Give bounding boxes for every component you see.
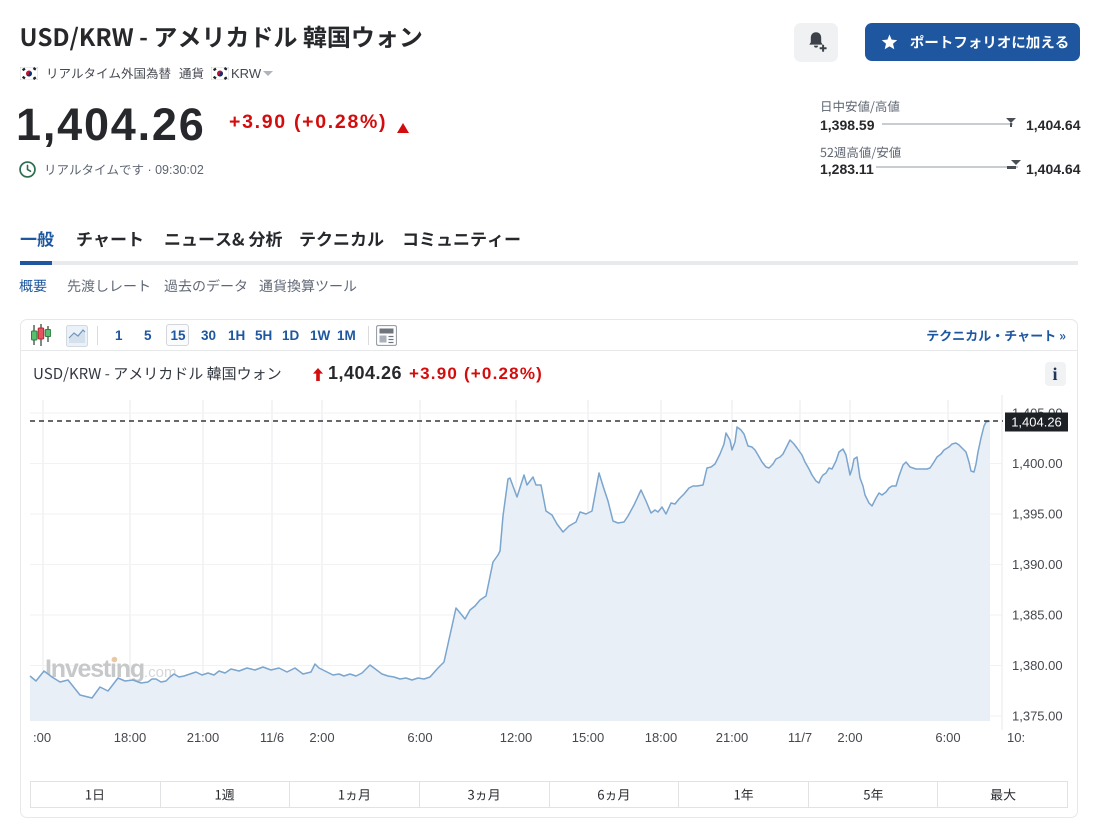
svg-text:1,380.00: 1,380.00 [1012, 658, 1063, 673]
svg-text:18:00: 18:00 [645, 730, 678, 745]
svg-text:11/7: 11/7 [788, 730, 812, 745]
svg-text:10:: 10: [1007, 730, 1025, 745]
svg-text:1,390.00: 1,390.00 [1012, 557, 1063, 572]
svg-text:1,395.00: 1,395.00 [1012, 507, 1063, 522]
svg-text:21:00: 21:00 [187, 730, 220, 745]
svg-text:2:00: 2:00 [309, 730, 334, 745]
svg-text:6:00: 6:00 [407, 730, 432, 745]
svg-text:1,400.00: 1,400.00 [1012, 456, 1063, 471]
svg-text:6:00: 6:00 [935, 730, 960, 745]
svg-text:18:00: 18:00 [114, 730, 147, 745]
svg-text:2:00: 2:00 [837, 730, 862, 745]
svg-text::00: :00 [33, 730, 51, 745]
svg-text:1,375.00: 1,375.00 [1012, 709, 1063, 724]
svg-text:1,385.00: 1,385.00 [1012, 608, 1063, 623]
svg-text:12:00: 12:00 [500, 730, 533, 745]
svg-text:1,404.26: 1,404.26 [1011, 415, 1062, 430]
svg-text:11/6: 11/6 [260, 730, 284, 745]
svg-text:21:00: 21:00 [716, 730, 749, 745]
svg-text:15:00: 15:00 [572, 730, 605, 745]
